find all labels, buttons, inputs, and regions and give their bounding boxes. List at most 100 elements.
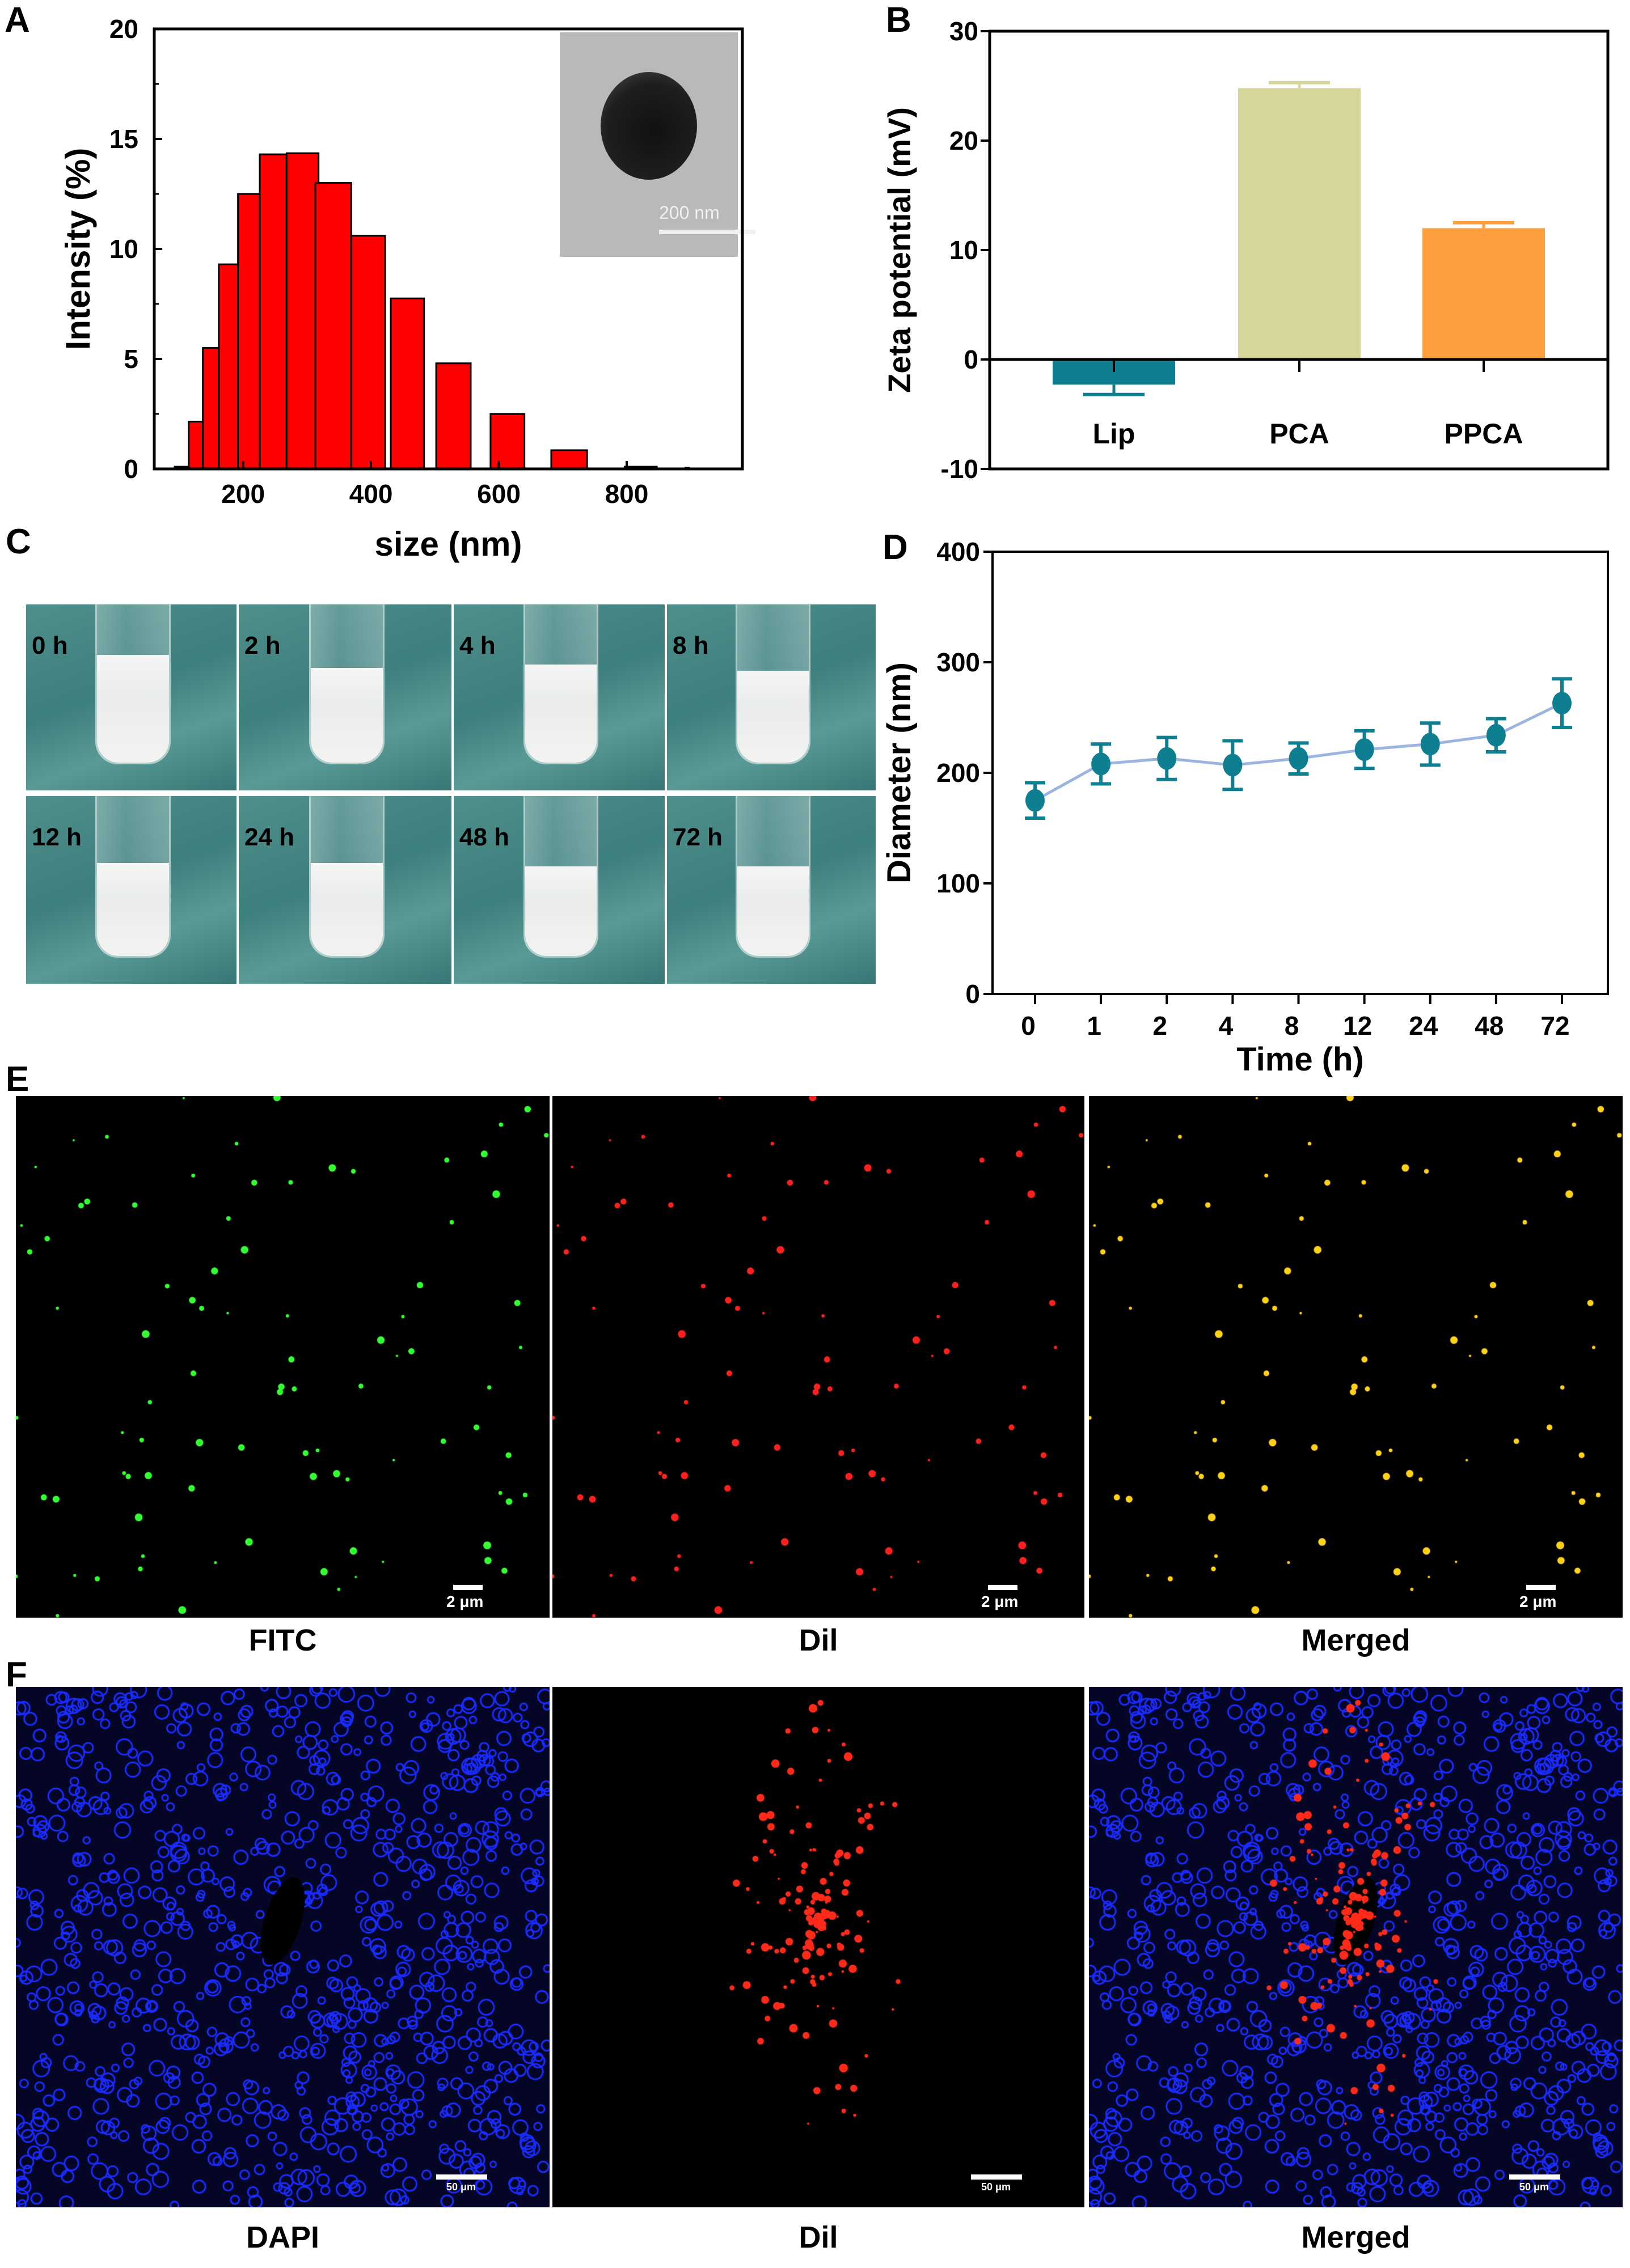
test-tube — [309, 796, 385, 958]
histogram-bar — [218, 263, 239, 470]
data-point — [1091, 752, 1111, 776]
y-tick-label: 0 — [964, 345, 978, 374]
micrograph-canvas — [16, 1096, 550, 1618]
histogram-bar — [624, 466, 658, 470]
bar-pca — [1238, 88, 1361, 360]
panel-letter-e: E — [6, 1060, 29, 1099]
y-tick-label: 200 — [936, 758, 980, 788]
test-tube — [95, 796, 171, 958]
time-label: 72 h — [673, 823, 723, 851]
y-tick-label: 0 — [124, 454, 138, 484]
time-label: 8 h — [673, 632, 709, 659]
tem-scale-bar-label: 200 nm — [659, 202, 720, 223]
x-tick-label: 2 — [1152, 1011, 1167, 1040]
time-label: 24 h — [244, 823, 295, 851]
data-point — [1223, 754, 1243, 777]
y-axis-label: Intensity (%) — [59, 148, 97, 350]
histogram-bar — [259, 153, 288, 470]
y-tick-label: 0 — [965, 979, 980, 1009]
x-tick-label: 600 — [477, 479, 521, 509]
liquid-sample — [737, 866, 809, 956]
x-tick-label: 8 — [1285, 1011, 1299, 1040]
histogram-bar — [188, 421, 204, 470]
time-label: 2 h — [244, 632, 281, 659]
stability-photo: 24 h — [239, 796, 451, 984]
panel-letter-a: A — [5, 1, 30, 40]
f-image-merged: 50 μm — [1089, 1687, 1623, 2207]
category-label: PPCA — [1445, 418, 1523, 450]
x-tick-label: 1 — [1087, 1011, 1101, 1040]
tem-inset-image: 200 nm — [560, 32, 755, 257]
y-tick-label: 20 — [109, 14, 138, 44]
scale-bar — [971, 2174, 1022, 2180]
panel-letter-d: D — [882, 528, 908, 567]
histogram-bar — [390, 297, 425, 470]
test-tube — [95, 604, 171, 765]
data-point — [1025, 789, 1045, 812]
scale-bar-label: 2 μm — [446, 1593, 484, 1610]
channel-caption: Merged — [1301, 2220, 1411, 2254]
stability-photo: 12 h — [26, 796, 237, 984]
data-point — [1157, 747, 1177, 770]
f-image-dil: 50 μm — [552, 1687, 1084, 2207]
data-point — [1486, 723, 1506, 747]
stability-photo: 48 h — [454, 796, 665, 984]
channel-caption: Merged — [1301, 1623, 1411, 1657]
scale-bar — [436, 2174, 487, 2180]
channel-caption: Dil — [799, 1623, 838, 1657]
x-tick-label: 48 — [1475, 1011, 1504, 1040]
test-tube — [736, 604, 810, 765]
x-tick-label: 0 — [1021, 1011, 1036, 1040]
y-tick-label: 400 — [936, 537, 980, 566]
histogram-bar — [174, 466, 190, 470]
stability-photo: 2 h — [239, 604, 451, 790]
x-tick-label: 4 — [1219, 1011, 1234, 1040]
plot-frame — [991, 551, 1609, 995]
scale-bar-label: 50 μm — [1519, 2181, 1549, 2193]
stability-photo: 8 h — [667, 604, 876, 790]
y-tick-label: 100 — [936, 869, 980, 898]
liquid-sample — [525, 665, 597, 763]
liquid-sample — [525, 866, 597, 956]
bar-lip — [1053, 359, 1175, 385]
y-tick-label: 10 — [949, 235, 978, 265]
time-label: 12 h — [32, 823, 82, 851]
histogram-bar — [237, 193, 261, 470]
y-tick-label: 15 — [109, 124, 138, 154]
test-tube — [523, 796, 599, 958]
histogram-bar — [489, 413, 526, 470]
plot-frame — [988, 29, 1610, 471]
liquid-sample — [97, 655, 169, 763]
micrograph-canvas — [552, 1687, 1084, 2207]
series-line — [1034, 701, 1563, 802]
data-point — [1552, 692, 1572, 715]
panel-letter-b: B — [886, 1, 911, 40]
x-tick-label: 400 — [349, 479, 393, 509]
histogram-bar — [685, 467, 690, 470]
e-image-fitc: 2 μm — [16, 1096, 550, 1618]
f-image-dapi: 50 μm — [16, 1687, 550, 2207]
x-tick-label: 24 — [1409, 1011, 1438, 1040]
channel-caption: FITC — [248, 1623, 317, 1657]
stability-photo: 0 h — [26, 604, 237, 790]
y-tick-label: 10 — [109, 234, 138, 264]
bar-ppca — [1422, 228, 1545, 359]
micrograph-canvas — [552, 1096, 1084, 1618]
micrograph-canvas — [1089, 1096, 1623, 1618]
test-tube — [736, 796, 810, 958]
time-label: 48 h — [459, 823, 510, 851]
histogram-bar — [550, 449, 588, 470]
y-axis-label: Diameter (nm) — [881, 662, 918, 883]
y-axis-label: Zeta potential (mV) — [881, 107, 917, 393]
y-tick-label: 5 — [124, 344, 138, 374]
histogram-bar — [202, 347, 220, 470]
y-tick-label: 20 — [949, 126, 978, 155]
x-tick-label: 200 — [221, 479, 265, 509]
histogram-bar — [435, 362, 472, 470]
category-label: PCA — [1269, 418, 1329, 450]
liquid-sample — [310, 667, 383, 763]
liquid-sample — [310, 863, 383, 956]
liquid-sample — [97, 863, 169, 956]
time-label: 0 h — [32, 632, 68, 659]
scale-bar — [988, 1585, 1017, 1590]
